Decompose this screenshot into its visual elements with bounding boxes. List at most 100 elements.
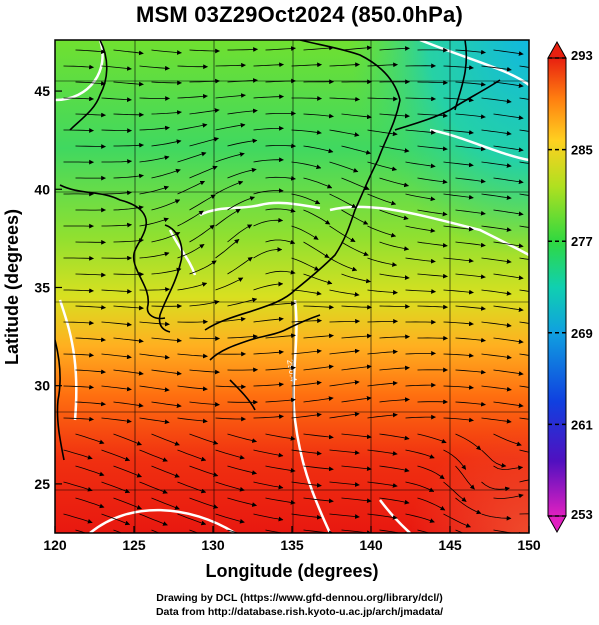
streamline [405,193,436,202]
streamline [177,385,208,392]
streamline [519,417,529,420]
streamline [481,161,512,168]
streamline [189,433,219,445]
streamline [75,272,106,278]
streamline [443,161,474,168]
streamline [101,190,132,196]
streamline [493,49,524,56]
streamline [215,122,246,131]
streamline [341,396,372,403]
streamline [177,64,208,70]
streamline [329,411,360,419]
streamline [253,382,284,387]
streamline [265,143,296,149]
streamline [151,497,180,510]
streamline [329,449,360,455]
streamline [493,369,524,376]
streamline [455,369,486,375]
y-tick-label: 25 [34,476,50,492]
streamline [443,193,474,200]
streamline [189,48,220,54]
streamline [139,125,170,131]
streamline [113,142,144,148]
streamline [329,193,357,209]
streamline [189,529,199,533]
x-tick-label: 145 [438,537,462,553]
streamline [253,62,284,68]
colorbar-label: 261 [571,417,593,432]
streamline [417,177,448,185]
streamline [481,353,512,360]
streamline [265,208,296,213]
streamline [367,412,398,419]
streamline [227,256,253,275]
streamline [265,46,296,51]
streamline [341,209,369,225]
streamline [113,305,144,311]
streamline [493,493,524,499]
streamline [101,321,132,327]
streamline [177,481,207,494]
streamline [519,257,529,260]
streamline [227,224,253,243]
streamline [291,318,322,324]
streamline [291,62,322,68]
streamline [303,241,330,259]
streamline [189,401,220,407]
x-tick-label: 125 [122,537,146,553]
streamline [493,305,524,312]
streamline [405,289,436,294]
streamline [481,257,512,264]
streamline [405,414,436,420]
streamline [177,353,208,359]
streamline [227,297,258,307]
streamline [303,433,334,440]
streamline [417,273,448,279]
streamline [177,210,204,227]
streamline [253,188,284,195]
streamline [493,401,524,408]
streamline [291,289,322,296]
streamline [417,335,448,341]
streamline [303,177,333,189]
streamline [417,209,448,217]
streamline [405,257,436,264]
streamline [455,433,482,451]
streamline [291,513,322,520]
streamline [215,152,245,163]
streamline [303,465,334,472]
streamline [253,513,284,522]
streamline [227,497,257,507]
streamline [151,337,182,343]
streamline [177,513,207,526]
streamline [493,465,524,471]
streamline [367,193,397,206]
streamline [101,97,132,103]
x-axis-label: Longitude (degrees) [205,561,378,581]
streamline [253,414,284,420]
plot-area: 290.4 [55,40,529,533]
streamline [101,289,132,294]
streamline [303,45,334,51]
streamline [189,369,220,375]
streamline [455,177,486,184]
streamline [253,316,284,323]
streamline [139,251,170,259]
streamline [379,397,410,403]
streamline [519,97,529,100]
streamline [379,113,410,119]
streamline [151,168,181,179]
streamline [113,81,144,87]
streamline [291,481,322,488]
streamline [63,416,94,422]
streamline [519,65,529,68]
streamline [265,111,296,116]
streamline [139,217,169,227]
streamline [455,241,486,248]
streamline [493,241,524,249]
streamline [177,319,208,325]
streamline [139,481,168,494]
streamline [75,401,106,407]
streamline [379,433,410,441]
streamline [177,417,208,424]
